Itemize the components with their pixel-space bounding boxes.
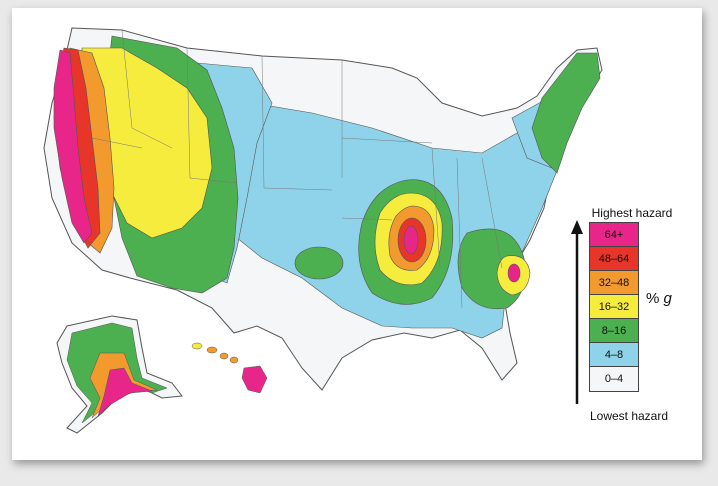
legend-bin-32-48: 32–48 — [590, 271, 638, 295]
legend-unit-label: % g — [646, 290, 672, 307]
legend-swatches: 64+ 48–64 32–48 16–32 8–16 4–8 0–4 — [589, 222, 639, 392]
map-card: Highest hazard 64+ 48–64 32–48 16–32 8–1… — [12, 8, 702, 460]
legend-bottom-label: Lowest hazard — [589, 409, 669, 423]
legend-bin-4-8: 4–8 — [590, 343, 638, 367]
legend-bin-16-32: 16–32 — [590, 295, 638, 319]
legend-bin-64-plus: 64+ — [590, 223, 638, 247]
legend-bin-48-64: 48–64 — [590, 247, 638, 271]
hawaii-islands — [191, 342, 268, 394]
zone-8-16-northeast — [531, 52, 601, 174]
legend-bin-0-4: 0–4 — [590, 367, 638, 391]
zone-64-plus-west — [53, 49, 93, 244]
hazard-arrow — [571, 220, 583, 404]
state-boundaries — [91, 29, 503, 309]
seismic-hazard-map — [43, 27, 603, 434]
zone-64-plus-charleston — [507, 263, 521, 283]
legend-top-label: Highest hazard — [591, 206, 673, 220]
legend-bin-8-16: 8–16 — [590, 319, 638, 343]
zone-64-plus-newmadrid — [403, 225, 419, 255]
zone-8-16-oklahoma — [294, 246, 344, 280]
alaska-highest-zones — [97, 367, 153, 417]
